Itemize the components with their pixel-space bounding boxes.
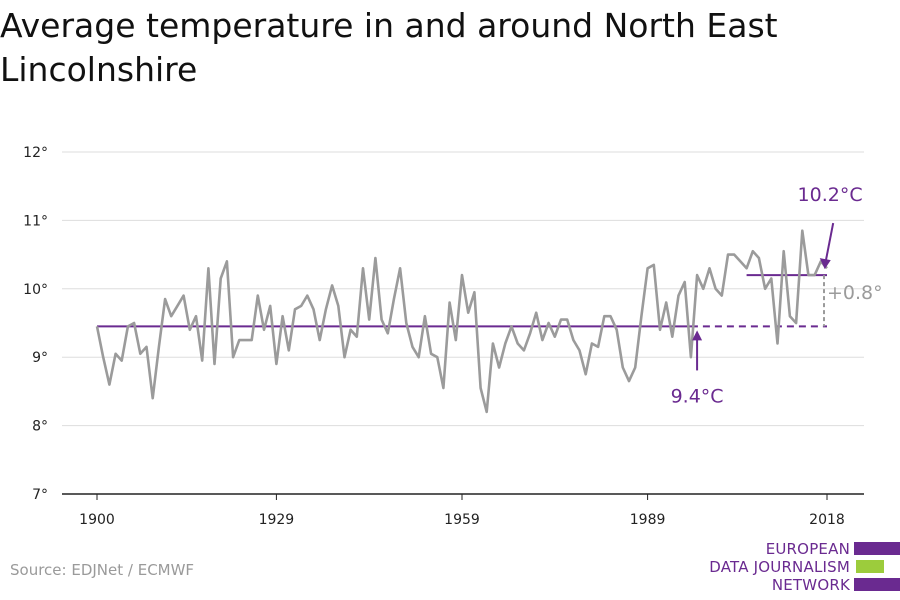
edjnet-logo[interactable]: EUROPEAN DATA JOURNALISM NETWORK [700, 540, 900, 598]
y-tick-label: 12° [23, 145, 48, 161]
x-tick-label: 1900 [79, 512, 115, 528]
annotations: +0.8° 9.4°C 10.2°C [671, 184, 883, 407]
logo-text-european: EUROPEAN [765, 540, 850, 558]
baseline-arrow-head [692, 330, 703, 341]
y-axis-ticks: 7° 8° 9° 10° 11° 12° [23, 145, 48, 503]
gridlines [62, 151, 864, 495]
y-tick-label: 11° [23, 213, 48, 229]
x-tick-label: 1989 [630, 512, 666, 528]
series-layer [95, 229, 828, 414]
y-tick-label: 9° [32, 350, 48, 366]
recent-arrow-shaft [824, 222, 835, 262]
recent-arrow-head [819, 258, 831, 270]
baseline-label: 9.4°C [671, 385, 724, 407]
delta-label: +0.8° [827, 282, 883, 304]
source-note: Source: EDJNet / ECMWF [10, 561, 195, 579]
logo-text-network: NETWORK [771, 576, 850, 594]
x-tick-label: 1959 [444, 512, 480, 528]
y-tick-label: 8° [32, 419, 48, 435]
logo-bar-middle [856, 560, 884, 573]
recent-label: 10.2°C [798, 184, 863, 206]
x-axis-ticks: 1900 1929 1959 1989 2018 [79, 494, 845, 528]
chart-title: Average temperature in and around North … [0, 6, 778, 89]
x-tick-label: 2018 [809, 512, 845, 528]
logo-text-data-journalism: DATA JOURNALISM [709, 558, 850, 576]
logo-bar-top [854, 542, 900, 555]
temperature-series-line [95, 229, 828, 414]
logo-bar-bottom [854, 578, 900, 591]
y-tick-label: 10° [23, 282, 48, 298]
x-tick-label: 1929 [259, 512, 295, 528]
logo-bar-middle-frame [854, 560, 900, 573]
y-tick-label: 7° [32, 487, 48, 503]
